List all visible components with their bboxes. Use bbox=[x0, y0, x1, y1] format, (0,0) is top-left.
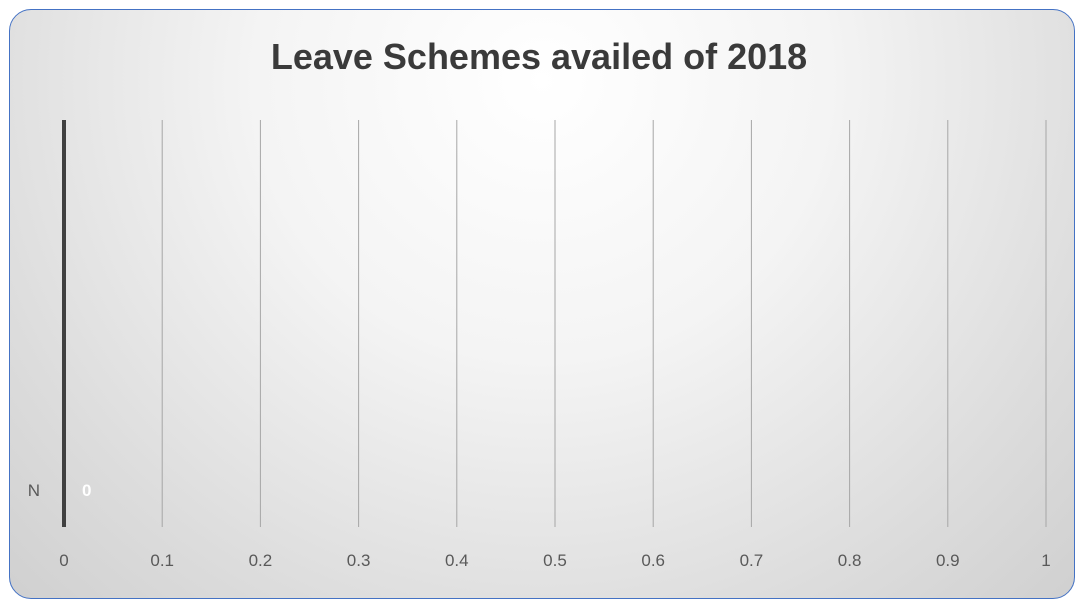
plot-area: 0 0.1 0.2 0.3 0.4 0.5 0.6 0.7 0.8 0.9 1 N 0 bbox=[28, 120, 1051, 570]
chart-title: Leave Schemes availed of 2018 bbox=[270, 36, 808, 77]
x-tick-label: 0.1 bbox=[150, 551, 174, 570]
x-tick-label: 0.7 bbox=[740, 551, 764, 570]
x-tick-label: 0 bbox=[59, 551, 68, 570]
x-tick-label: 0.4 bbox=[445, 551, 469, 570]
x-tick-label: 0.5 bbox=[543, 551, 567, 570]
y-category-label: N bbox=[28, 481, 40, 500]
x-tick-label: 0.3 bbox=[347, 551, 371, 570]
x-tick-label: 0.6 bbox=[641, 551, 665, 570]
x-tick-label: 0.2 bbox=[249, 551, 273, 570]
chart-area bbox=[9, 9, 1075, 599]
x-tick-label: 0.8 bbox=[838, 551, 862, 570]
x-tick-label: 0.9 bbox=[936, 551, 960, 570]
x-tick-label: 1 bbox=[1041, 551, 1050, 570]
data-label: 0 bbox=[82, 481, 91, 500]
